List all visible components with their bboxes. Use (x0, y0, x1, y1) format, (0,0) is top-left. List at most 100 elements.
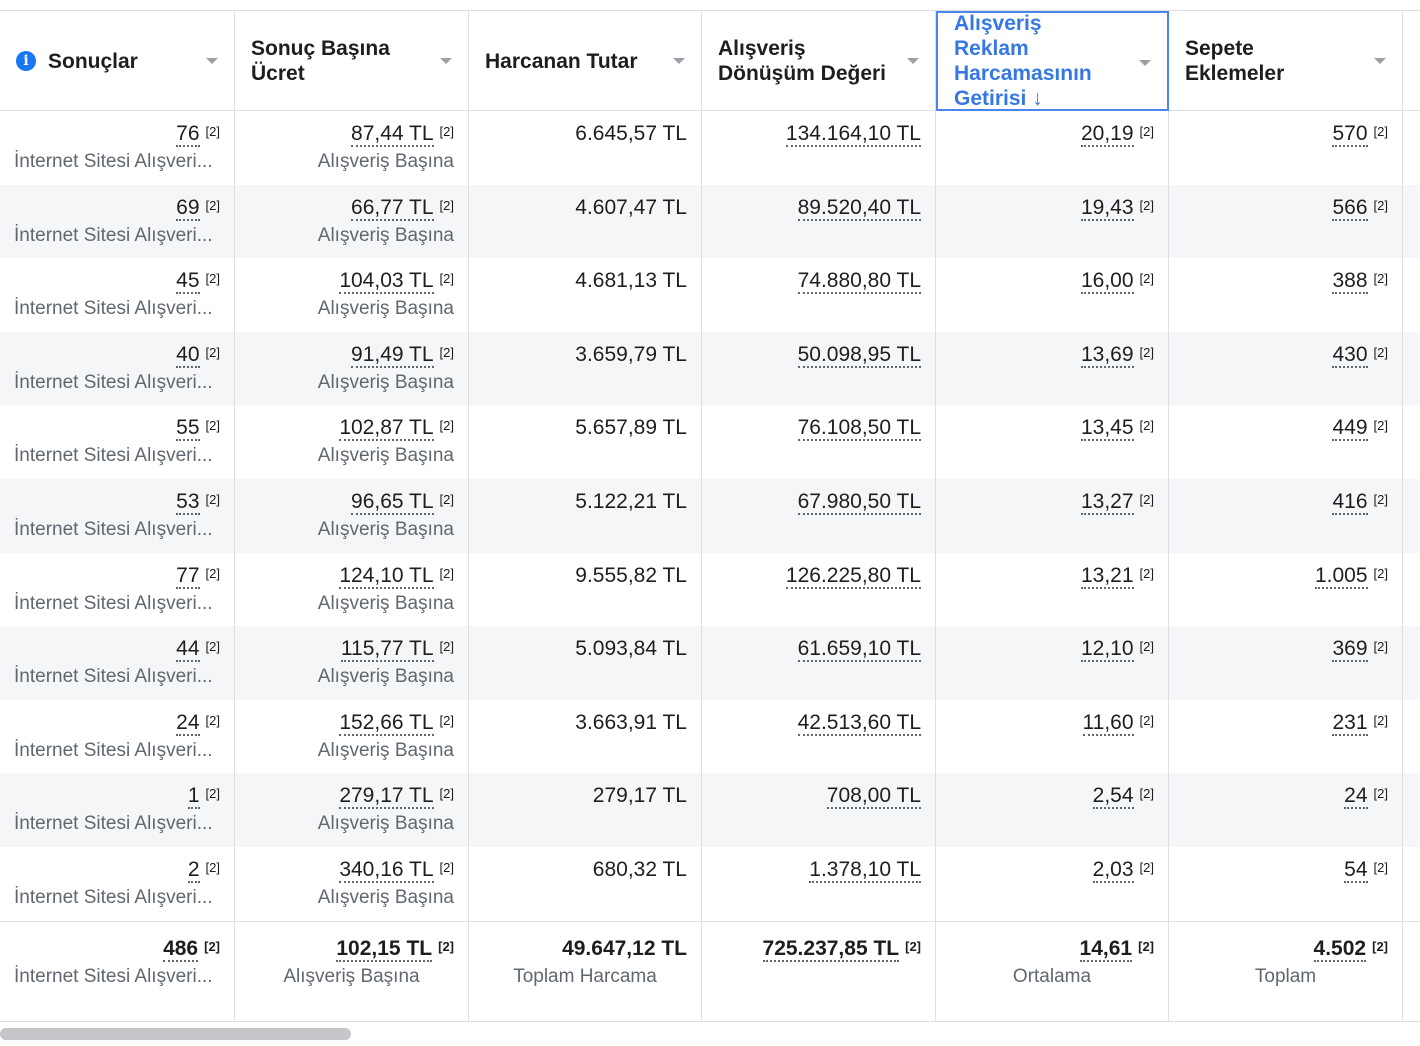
horizontal-scrollbar[interactable] (0, 1028, 1420, 1042)
cell-value[interactable]: 96,65 TL (351, 489, 434, 515)
cell-value[interactable]: 50.098,95 TL (797, 342, 921, 368)
cell-value[interactable]: 12,10 (1080, 637, 1134, 663)
cell-value[interactable]: 13,69 (1080, 342, 1134, 368)
cell-value[interactable]: 416 (1332, 489, 1368, 515)
cell-value[interactable]: 13,45 (1080, 416, 1134, 442)
cell-value[interactable]: 87,44 TL (351, 122, 434, 147)
column-header-cost-per-result[interactable]: Sonuç Başına Ücret (235, 11, 469, 111)
attribution-footnote: [2] (1138, 938, 1154, 954)
column-header-amount-spent[interactable]: Harcanan Tutar (469, 11, 702, 111)
cell-value[interactable]: 89.520,40 TL (797, 195, 921, 221)
info-icon[interactable]: i (16, 51, 36, 71)
cell-value[interactable]: 279,17 TL (339, 784, 434, 810)
chevron-down-icon[interactable] (440, 58, 452, 64)
cell-subtext: Alışveriş Başına (317, 371, 454, 393)
column-header-purchase-conversion-value[interactable]: Alışveriş Dönüşüm Değeri (702, 11, 936, 111)
cell-value[interactable]: 14,61 (1079, 936, 1133, 962)
cell-value[interactable]: 91,49 TL (351, 342, 434, 368)
column-header-purchase-roas[interactable]: Alışveriş Reklam Harcamasının Getirisi ↓ (936, 11, 1169, 111)
table-cell-purchase-roas: 2,54 [2] (936, 773, 1169, 847)
table-cell-adds-to-cart: 430 [2] (1169, 331, 1403, 406)
cell-value[interactable]: 388 (1332, 269, 1368, 295)
cell-value[interactable]: 340,16 TL (339, 857, 434, 883)
cell-value[interactable]: 77 (176, 563, 200, 589)
attribution-footnote: [2] (905, 938, 921, 954)
cell-value[interactable]: 67.980,50 TL (797, 489, 921, 515)
column-header-results[interactable]: i Sonuçlar (0, 11, 235, 111)
cell-value[interactable]: 566 (1332, 195, 1368, 221)
cell-value[interactable]: 231 (1332, 710, 1368, 736)
chevron-down-icon[interactable] (206, 58, 218, 64)
cell-value[interactable]: 4.502 (1313, 936, 1367, 962)
chevron-down-icon[interactable] (1374, 58, 1386, 64)
scrollbar-thumb[interactable] (0, 1028, 351, 1040)
cell-subtext: İnternet Sitesi Alışveri... (14, 445, 213, 467)
cell-value[interactable]: 16,00 (1080, 269, 1134, 295)
cell-value: 4.607,47 TL (575, 195, 687, 219)
cell-value[interactable]: 124,10 TL (339, 563, 434, 589)
cell-value: 6.645,57 TL (575, 122, 687, 145)
cell-value[interactable]: 40 (176, 342, 200, 368)
cell-value[interactable]: 53 (176, 489, 200, 515)
cell-value[interactable]: 42.513,60 TL (797, 710, 921, 736)
attribution-footnote: [2] (439, 124, 454, 139)
table-cell-cost-per-result: 279,17 TL [2] Alışveriş Başına (235, 773, 469, 847)
cell-value[interactable]: 19,43 (1080, 195, 1134, 221)
attribution-footnote: [2] (1139, 124, 1154, 139)
cell-value[interactable]: 69 (176, 195, 200, 221)
cell-value[interactable]: 66,77 TL (351, 195, 434, 221)
cell-value[interactable]: 430 (1332, 342, 1368, 368)
cell-value[interactable]: 115,77 TL (340, 637, 434, 663)
attribution-footnote: [2] (1373, 124, 1388, 139)
cell-value[interactable]: 1 (187, 784, 200, 810)
table-row: 40 [2] İnternet Sitesi Alışveri... 91,49 TL… (0, 331, 1420, 406)
cell-value[interactable]: 54 (1344, 857, 1368, 883)
table-cell-purchase-roas: 19,43 [2] (936, 184, 1169, 259)
cell-value[interactable]: 570 (1332, 122, 1368, 147)
cell-value: 5.657,89 TL (575, 416, 687, 440)
cell-subtext: Alışveriş Başına (317, 666, 454, 688)
table-cell-purchase-roas: 13,27 [2] (936, 478, 1169, 553)
cell-value[interactable]: 2,54 (1092, 784, 1134, 810)
cell-value[interactable]: 708,00 TL (826, 784, 921, 810)
cell-value[interactable]: 13,27 (1080, 489, 1134, 515)
attribution-footnote: [2] (1373, 271, 1388, 287)
attribution-footnote: [2] (1139, 271, 1154, 287)
cell-value[interactable]: 1.005 (1314, 563, 1368, 589)
chevron-down-icon[interactable] (673, 58, 685, 64)
cell-value[interactable]: 725.237,85 TL (762, 936, 900, 962)
cell-value[interactable]: 134.164,10 TL (785, 122, 921, 147)
cell-value[interactable]: 449 (1332, 416, 1368, 442)
cell-value[interactable]: 126.225,80 TL (785, 563, 921, 589)
cell-value[interactable]: 20,19 (1080, 122, 1134, 147)
cell-value[interactable]: 102,15 TL (336, 936, 433, 962)
cell-value[interactable]: 24 (1344, 784, 1368, 810)
cell-value[interactable]: 2 (187, 857, 200, 883)
chevron-down-icon[interactable] (1139, 60, 1151, 66)
table-row: 24 [2] İnternet Sitesi Alışveri... 152,66 T… (0, 699, 1420, 774)
cell-value[interactable]: 45 (176, 269, 200, 295)
cell-value[interactable]: 13,21 (1080, 563, 1134, 589)
column-header-adds-to-cart[interactable]: Sepete Eklemeler (1169, 11, 1403, 111)
cell-value[interactable]: 76.108,50 TL (797, 416, 921, 442)
column-header-label: Alışveriş Reklam Harcamasının Getirisi ↓ (954, 12, 1092, 110)
cell-value[interactable]: 24 (176, 710, 200, 736)
cell-value[interactable]: 486 (163, 936, 199, 962)
cell-value[interactable]: 55 (176, 416, 200, 442)
cell-value[interactable]: 61.659,10 TL (797, 637, 921, 663)
cell-value[interactable]: 76 (176, 122, 200, 147)
attribution-footnote: [2] (205, 418, 220, 434)
cell-value[interactable]: 152,66 TL (339, 710, 434, 736)
chevron-down-icon[interactable] (907, 58, 919, 64)
attribution-footnote: [2] (439, 197, 454, 213)
cell-value[interactable]: 1.378,10 TL (809, 857, 921, 883)
cell-value[interactable]: 104,03 TL (339, 269, 434, 295)
attribution-footnote: [2] (205, 859, 220, 875)
cell-value[interactable]: 102,87 TL (339, 416, 434, 442)
cell-value[interactable]: 2,03 (1092, 857, 1134, 883)
cell-value[interactable]: 369 (1332, 637, 1368, 663)
table-cell-results: 53 [2] İnternet Sitesi Alışveri... (0, 478, 235, 553)
cell-value[interactable]: 11,60 (1082, 710, 1134, 736)
cell-value[interactable]: 44 (176, 637, 200, 663)
cell-value[interactable]: 74.880,80 TL (797, 269, 921, 295)
